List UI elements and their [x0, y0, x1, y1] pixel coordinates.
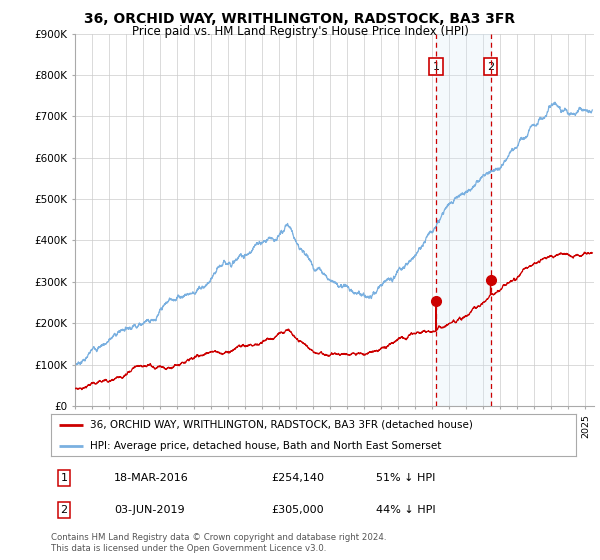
Text: £305,000: £305,000 [271, 505, 324, 515]
Text: 2: 2 [61, 505, 68, 515]
Text: Price paid vs. HM Land Registry's House Price Index (HPI): Price paid vs. HM Land Registry's House … [131, 25, 469, 38]
Bar [436, 34, 491, 406]
Text: HPI: Average price, detached house, Bath and North East Somerset: HPI: Average price, detached house, Bath… [91, 441, 442, 451]
Text: 36, ORCHID WAY, WRITHLINGTON, RADSTOCK, BA3 3FR: 36, ORCHID WAY, WRITHLINGTON, RADSTOCK, … [85, 12, 515, 26]
Text: 03-JUN-2019: 03-JUN-2019 [114, 505, 185, 515]
Text: 2: 2 [487, 62, 494, 72]
Text: 18-MAR-2016: 18-MAR-2016 [114, 473, 189, 483]
Text: 36, ORCHID WAY, WRITHLINGTON, RADSTOCK, BA3 3FR (detached house): 36, ORCHID WAY, WRITHLINGTON, RADSTOCK, … [91, 420, 473, 430]
Text: £254,140: £254,140 [271, 473, 325, 483]
Text: Contains HM Land Registry data © Crown copyright and database right 2024.
This d: Contains HM Land Registry data © Crown c… [51, 533, 386, 553]
Text: 44% ↓ HPI: 44% ↓ HPI [377, 505, 436, 515]
Text: 1: 1 [433, 62, 439, 72]
Text: 1: 1 [61, 473, 68, 483]
Text: 51% ↓ HPI: 51% ↓ HPI [377, 473, 436, 483]
